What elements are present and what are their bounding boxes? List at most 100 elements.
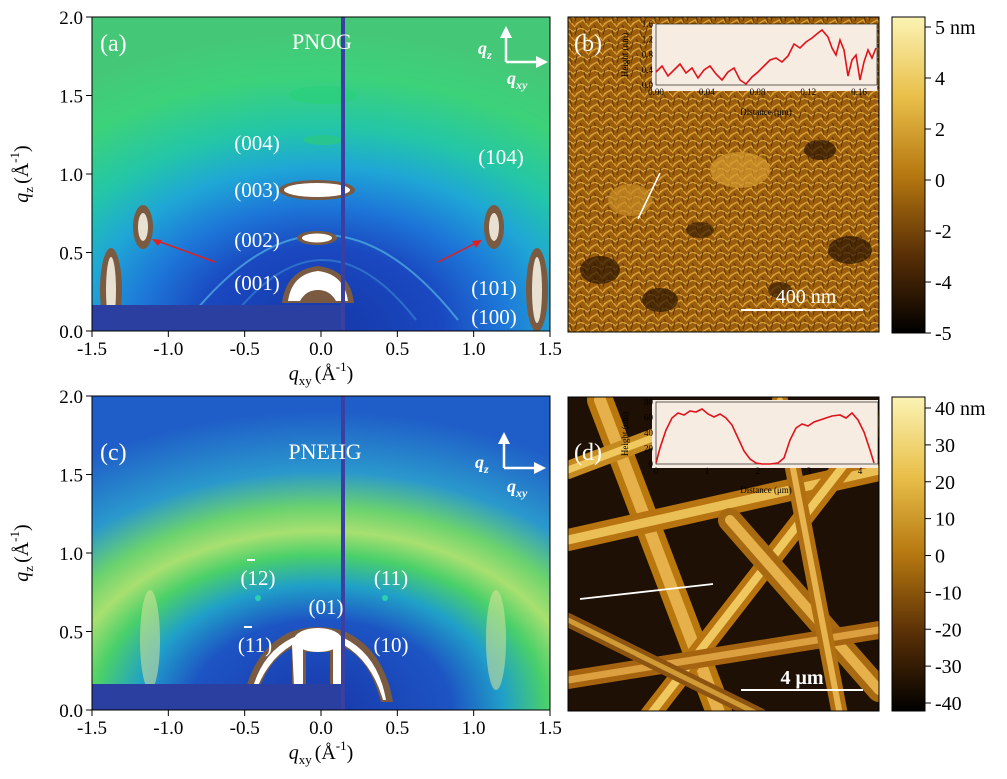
y-tick-label: 1.0 [59,544,83,565]
y-tick-label: 2.0 [59,387,83,408]
arrow-qxy-label: q [507,476,516,496]
colorbar-tick-label: -10 [935,582,962,604]
panel-c-xlabel: qxy (Å-1) [289,738,354,767]
x-tick-label: -1.0 [153,718,183,739]
panel-c-axes: -1.5 -1.0 -0.5 0.0 0.5 1.0 1.5 0.0 0.5 1.0 1.5 2.0 q… [7,387,562,767]
inset-x-tick-label: 0.08 [750,87,766,97]
panel-c: (c) PNEHG (12) (11) (01) (11) (10) qz qx… [91,395,551,711]
colorbar-tick-label: 10 [935,509,955,531]
inset-y-tick-label: 0.8 [642,50,654,60]
profile-line [579,583,714,600]
x-tick-label: -1.5 [77,718,107,739]
y-tick-label: 1.5 [59,466,83,487]
panel-a-letter: (a) [100,31,127,57]
arrow-qxy-sub: xy [515,78,528,92]
inset-x-tick-label: 3 [807,466,812,476]
height-profile-curve [655,28,877,86]
inset-xlabel: Distance (μm) [740,485,792,495]
arrow-qz-label: q [478,38,487,58]
peak-label: (10) [374,633,409,657]
inset-x-tick-label: 0.16 [851,87,867,97]
panel-b-letter: (b) [574,31,602,57]
svg-text:qz: qz [478,38,492,62]
x-tick-label: 0.0 [309,339,333,360]
peak-label: (11) [238,633,272,657]
beamstop [92,684,343,710]
x-tick-label: 0.0 [309,718,333,739]
colorbar-tick-label: -5 [935,323,952,345]
panel-c-ylabel: qz(Å-1) [7,524,36,581]
peak-label: (101) [471,276,517,300]
inset-y-tick-label: 1.6 [642,19,654,29]
inset-y-tick-label: 1.2 [642,34,653,44]
colorbar-tick-label: 0 [935,170,945,192]
colorbar-d-gradient [891,396,926,712]
arrow-qz-sub: z [483,462,489,476]
peak-label: (004) [234,131,280,155]
x-tick-label: 1.5 [538,339,562,360]
panel-a-ylabel: qz(Å-1) [7,145,36,202]
colorbar-tick-label: 20 [935,472,955,494]
panel-d: 0 20 40 60 80 0 1 2 3 4 Height (nm) Distance (μm)… [567,396,880,712]
arrow-qz-sub: z [486,48,492,62]
colorbar-d: 40 nm 30 20 10 0 -10 -20 -30 -40 [891,396,986,715]
peak-label: (104) [478,145,524,169]
x-tick-label: 0.5 [385,718,409,739]
panel-c-sample-label: PNEHG [288,439,361,464]
panel-c-letter: (c) [100,440,127,466]
x-tick-label: 1.5 [538,718,562,739]
colorbar-tick-label: -4 [935,272,952,294]
inset-x-tick-label: 2 [756,466,761,476]
inset-y-tick-label: 60 [644,413,654,423]
peak-label: (01) [309,595,344,619]
inset-y-tick-label: 0 [649,459,654,469]
inset-y-tick-label: 40 [644,428,654,438]
inset-x-tick-label: 0.00 [648,87,664,97]
peak-label: (002) [234,228,280,252]
colorbar-tick-label: -40 [935,693,962,715]
x-tick-label: -1.0 [153,339,183,360]
colorbar-tick-label: 2 [935,119,945,141]
y-tick-label: 0.5 [59,623,83,644]
colorbar-tick-label: -30 [935,656,962,678]
inset-xlabel: Distance (μm) [740,107,792,117]
x-tick-label: 0.5 [385,339,409,360]
scale-bar-label: 4 μm [781,667,824,689]
y-tick-label: 2.0 [59,8,83,29]
colorbar-tick-label: 40 nm [935,398,986,420]
colorbar-tick-label: 0 [935,546,945,568]
x-tick-label: 1.0 [462,339,486,360]
inset-x-tick-label: 1 [705,466,710,476]
inset-y-tick-label: 20 [644,444,654,454]
colorbar-b: 5 nm 4 2 0 -2 -4 -5 [891,16,976,345]
scale-bar-label: 400 nm [776,286,837,308]
svg-text:qxy: qxy [507,68,528,92]
colorbar-tick-label: -2 [935,221,952,243]
panel-d-letter: (d) [574,440,602,466]
y-tick-label: 1.0 [59,165,83,186]
panel-a: (a) PNOG (004) (003) (002) (001) (104) (… [91,16,551,332]
beamstop [92,305,343,331]
y-tick-label: 0.5 [59,244,83,265]
peak-label: (12) [241,566,276,590]
inset-ylabel: Height (nm) [620,33,630,77]
arrow-qxy-label: q [507,68,516,88]
axis-direction-icon: qz qxy [478,26,548,92]
x-tick-label: 1.0 [462,718,486,739]
peak-label: (001) [234,271,280,295]
inset-x-tick-label: 0.12 [800,87,816,97]
y-tick-label: 1.5 [59,87,83,108]
colorbar-tick-label: 4 [935,68,945,90]
height-profile-curve [655,408,875,465]
panel-a-xlabel: qxy (Å-1) [289,359,354,388]
inset-y-tick-label: 80 [644,397,654,407]
arrow-qz-label: q [475,452,484,472]
arrow-qxy-sub: xy [515,486,528,500]
x-tick-label: -0.5 [230,718,260,739]
peak-label: (11) [374,566,408,590]
axis-direction-icon: qz qxy [475,432,546,500]
peak-label: (003) [234,178,280,202]
inset-y-tick-label: 0.4 [642,65,654,75]
y-tick-label: 0.0 [59,322,83,343]
